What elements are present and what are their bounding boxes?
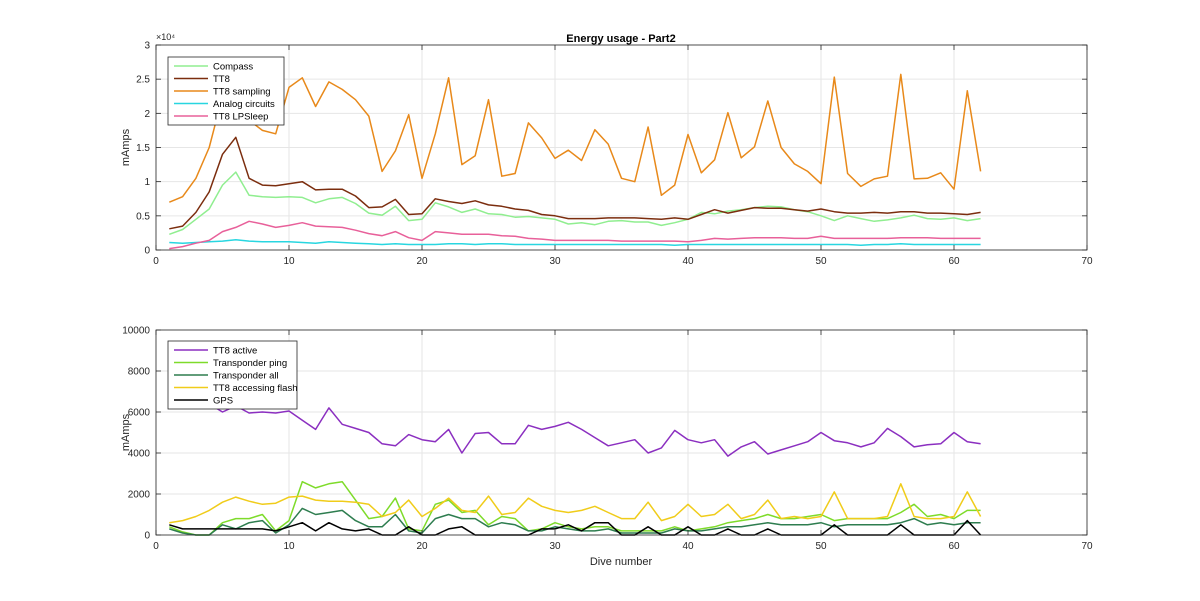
y-tick-label: 0 bbox=[144, 246, 150, 257]
y-tick-label: 2.5 bbox=[136, 75, 150, 86]
y-tick-label: 8000 bbox=[128, 367, 151, 378]
x-tick-label: 40 bbox=[682, 541, 694, 552]
bottom-axes: 0 10 20 30 40 50 60 70 0 2000 4000 6000 8000 10000 mAm… bbox=[120, 326, 1093, 553]
y-tick-label: 10000 bbox=[122, 326, 150, 337]
x-tick-label: 70 bbox=[1081, 541, 1093, 552]
x-tick-label: 20 bbox=[416, 541, 428, 552]
x-tick-label: 10 bbox=[283, 541, 295, 552]
x-tick-label: 40 bbox=[682, 256, 694, 267]
x-tick-label: 60 bbox=[948, 541, 960, 552]
x-tick-label: 10 bbox=[283, 256, 295, 267]
series-line-tt8-lpsleep bbox=[169, 220, 981, 250]
x-tick-label: 50 bbox=[815, 256, 827, 267]
series-line-compass bbox=[169, 171, 981, 236]
axes-box bbox=[155, 329, 1088, 536]
x-tick-label: 20 bbox=[416, 256, 428, 267]
legend-label: TT8 sampling bbox=[213, 87, 271, 98]
y-tick-label: 0.5 bbox=[136, 211, 150, 222]
x-axis-label: Dive number bbox=[590, 556, 653, 568]
chart-title: Energy usage - Part2 bbox=[566, 33, 675, 45]
y-tick-label: 3 bbox=[144, 41, 150, 52]
series-line-analog-circuits bbox=[169, 239, 981, 246]
series-line-tt8 bbox=[169, 136, 981, 230]
series-line-tt8-accessing-flash bbox=[169, 483, 982, 524]
y-tick-label: 4000 bbox=[128, 449, 151, 460]
series-line-gps bbox=[169, 519, 982, 536]
y-tick-label: 2 bbox=[144, 109, 150, 120]
x-tick-label: 70 bbox=[1081, 256, 1093, 267]
top-axes: 0 10 20 30 40 50 60 70 0 0.5 1 1.5 2 2.5 3 ×10⁴ mAmps Com… bbox=[120, 32, 1093, 267]
y-exponent-label: ×10⁴ bbox=[156, 32, 175, 42]
legend-label: Analog circuits bbox=[213, 99, 275, 110]
y-tick-label: 0 bbox=[144, 531, 150, 542]
legend-label: TT8 bbox=[213, 74, 230, 85]
legend-label: GPS bbox=[213, 396, 233, 407]
x-tick-label: 50 bbox=[815, 541, 827, 552]
legend-label: TT8 active bbox=[213, 346, 257, 357]
legend-label: Transponder all bbox=[213, 371, 279, 382]
legend-label: Transponder ping bbox=[213, 358, 287, 369]
series-line-tt8-sampling bbox=[169, 73, 982, 203]
series-line-tt8-active bbox=[169, 403, 981, 457]
y-tick-label: 2000 bbox=[128, 490, 151, 501]
y-tick-label: 1 bbox=[144, 177, 150, 188]
y-axis-label: mAmps bbox=[120, 128, 132, 166]
x-tick-label: 0 bbox=[153, 541, 159, 552]
x-tick-label: 30 bbox=[549, 541, 561, 552]
y-tick-label: 6000 bbox=[128, 408, 151, 419]
legend-label: Compass bbox=[213, 62, 253, 73]
plot-area bbox=[156, 330, 1087, 535]
legend-label: TT8 LPSleep bbox=[213, 112, 268, 123]
series-line-transponder-all bbox=[169, 507, 981, 536]
y-tick-label: 1.5 bbox=[136, 143, 150, 154]
legend-label: TT8 accessing flash bbox=[213, 383, 297, 394]
x-tick-label: 0 bbox=[153, 256, 159, 267]
x-tick-label: 30 bbox=[549, 256, 561, 267]
y-axis-label: mAmps bbox=[120, 413, 132, 451]
x-tick-label: 60 bbox=[948, 256, 960, 267]
